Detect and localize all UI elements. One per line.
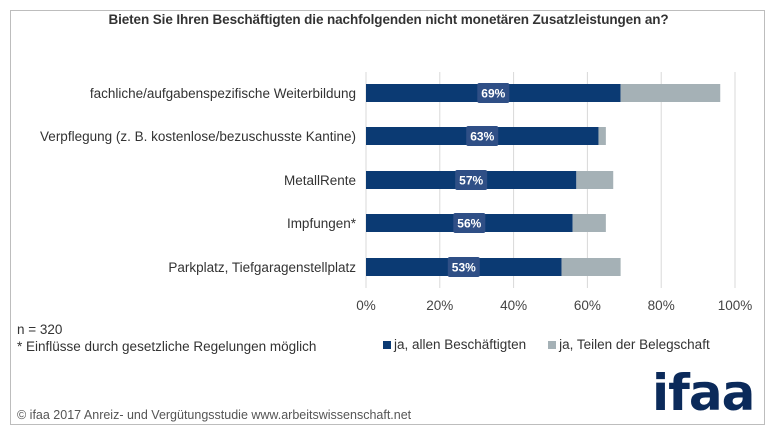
x-tick-label: 40% <box>500 298 527 313</box>
x-tick-label: 60% <box>574 298 601 313</box>
legend-swatch-all <box>383 340 391 349</box>
copyright-footer: © ifaa 2017 Anreiz- und Vergütungsstudie… <box>17 408 412 422</box>
legend-item-part: ja, Teilen der Belegschaft <box>548 337 710 352</box>
category-label: Impfungen* <box>287 216 357 231</box>
footnote: * Einflüsse durch gesetzliche Regelungen… <box>17 339 317 354</box>
category-label: MetallRente <box>284 173 356 188</box>
bar-part-workforce <box>620 84 721 102</box>
data-label-background <box>466 126 499 146</box>
legend-item-all: ja, allen Beschäftigten <box>383 337 526 352</box>
x-tick-label: 80% <box>648 298 675 313</box>
ifaa-logo: ifaa <box>652 364 755 422</box>
bar-part-workforce <box>561 258 621 276</box>
data-label-background <box>447 257 480 277</box>
labels: 0% 20% 40% 60% 80% 100% fachliche/aufgabenspez… <box>40 83 752 313</box>
legend-swatch-part <box>548 340 557 349</box>
x-tick-label: 20% <box>426 298 453 313</box>
data-label: 57% <box>459 174 483 188</box>
data-label: 63% <box>470 130 494 144</box>
legend-label-all: ja, allen Beschäftigten <box>394 337 527 352</box>
category-label: fachliche/aufgabenspezifische Weiterbild… <box>90 86 356 101</box>
category-label: Parkplatz, Tiefgaragenstellplatz <box>168 260 356 275</box>
legend: ja, allen Beschäftigten ja, Teilen der B… <box>383 337 710 352</box>
data-label: 53% <box>452 261 476 275</box>
data-label-background <box>477 83 510 103</box>
data-label: 56% <box>457 217 481 231</box>
legend-label-part: ja, Teilen der Belegschaft <box>559 337 710 352</box>
x-tick-label: 100% <box>718 298 753 313</box>
x-tick-label: 0% <box>356 298 376 313</box>
bar-part-workforce <box>576 171 614 189</box>
chart-title: Bieten Sie Ihren Beschäftigten die nachf… <box>108 12 669 27</box>
data-label-background <box>455 170 488 190</box>
notes: n = 320 * Einflüsse durch gesetzliche Re… <box>17 321 316 355</box>
bar-part-workforce <box>598 127 606 145</box>
data-label: 69% <box>481 87 505 101</box>
bars <box>366 84 721 276</box>
category-label: Verpflegung (z. B. kostenlose/bezuschuss… <box>40 129 356 144</box>
data-label-background <box>453 213 486 233</box>
sample-size: n = 320 <box>17 322 63 337</box>
bar-part-workforce <box>572 214 606 232</box>
